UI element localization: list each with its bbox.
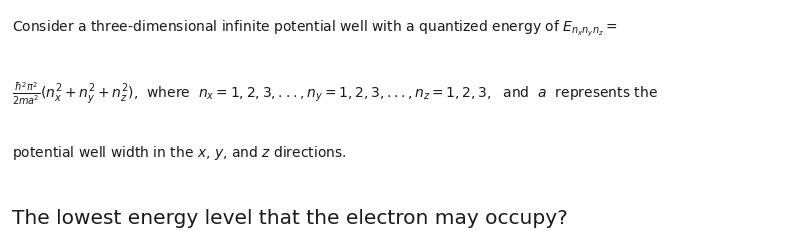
Text: Consider a three-dimensional infinite potential well with a quantized energy of : Consider a three-dimensional infinite po… [12, 18, 618, 38]
Text: $\frac{\hbar^2\pi^2}{2ma^2}(n_x^2 + n_y^2 + n_z^2)$,  where  $n_x = 1,2,3,...,n_: $\frac{\hbar^2\pi^2}{2ma^2}(n_x^2 + n_y^… [12, 81, 658, 107]
Text: The lowest energy level that the electron may occupy?: The lowest energy level that the electro… [12, 208, 568, 227]
Text: potential well width in the $x$, $y$, and $z$ directions.: potential well width in the $x$, $y$, an… [12, 143, 346, 161]
